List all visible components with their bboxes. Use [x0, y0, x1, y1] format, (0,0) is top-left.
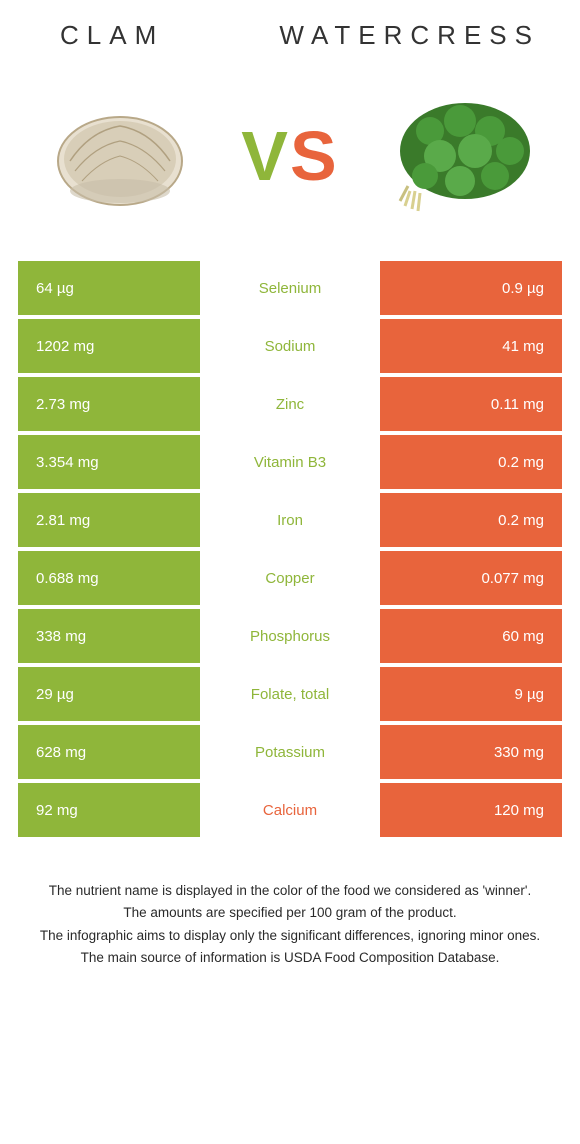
value-left: 1202 mg [18, 319, 200, 373]
title-right: Watercress [279, 20, 540, 51]
value-right: 330 mg [380, 725, 562, 779]
value-left: 3.354 mg [18, 435, 200, 489]
value-left: 0.688 mg [18, 551, 200, 605]
table-row: 64 µgSelenium0.9 µg [18, 261, 562, 315]
watercress-image [380, 91, 540, 221]
hero-row: VS [0, 61, 580, 261]
value-right: 0.2 mg [380, 493, 562, 547]
value-right: 41 mg [380, 319, 562, 373]
footnote-line: The main source of information is USDA F… [30, 948, 550, 968]
value-left: 92 mg [18, 783, 200, 837]
table-row: 2.81 mgIron0.2 mg [18, 493, 562, 547]
table-row: 338 mgPhosphorus60 mg [18, 609, 562, 663]
vs-label: VS [241, 116, 338, 196]
value-left: 29 µg [18, 667, 200, 721]
title-row: Clam Watercress [0, 0, 580, 61]
title-left: Clam [60, 20, 164, 51]
nutrient-name: Copper [200, 551, 380, 605]
nutrient-table: 64 µgSelenium0.9 µg1202 mgSodium41 mg2.7… [0, 261, 580, 837]
nutrient-name: Sodium [200, 319, 380, 373]
footnote-line: The nutrient name is displayed in the co… [30, 881, 550, 901]
nutrient-name: Iron [200, 493, 380, 547]
nutrient-name: Selenium [200, 261, 380, 315]
nutrient-name: Vitamin B3 [200, 435, 380, 489]
value-right: 120 mg [380, 783, 562, 837]
value-right: 0.077 mg [380, 551, 562, 605]
value-right: 0.11 mg [380, 377, 562, 431]
value-left: 338 mg [18, 609, 200, 663]
vs-v: V [241, 116, 290, 196]
nutrient-name: Phosphorus [200, 609, 380, 663]
value-left: 2.81 mg [18, 493, 200, 547]
vs-s: S [290, 116, 339, 196]
footnote-line: The infographic aims to display only the… [30, 926, 550, 946]
table-row: 0.688 mgCopper0.077 mg [18, 551, 562, 605]
value-right: 0.2 mg [380, 435, 562, 489]
nutrient-name: Folate, total [200, 667, 380, 721]
nutrient-name: Calcium [200, 783, 380, 837]
table-row: 29 µgFolate, total9 µg [18, 667, 562, 721]
nutrient-name: Zinc [200, 377, 380, 431]
value-right: 0.9 µg [380, 261, 562, 315]
table-row: 2.73 mgZinc0.11 mg [18, 377, 562, 431]
table-row: 1202 mgSodium41 mg [18, 319, 562, 373]
table-row: 628 mgPotassium330 mg [18, 725, 562, 779]
nutrient-name: Potassium [200, 725, 380, 779]
value-left: 628 mg [18, 725, 200, 779]
value-right: 60 mg [380, 609, 562, 663]
value-left: 2.73 mg [18, 377, 200, 431]
table-row: 92 mgCalcium120 mg [18, 783, 562, 837]
footnotes: The nutrient name is displayed in the co… [0, 841, 580, 968]
table-row: 3.354 mgVitamin B30.2 mg [18, 435, 562, 489]
value-left: 64 µg [18, 261, 200, 315]
value-right: 9 µg [380, 667, 562, 721]
clam-image [40, 91, 200, 221]
comparison-infographic: Clam Watercress VS [0, 0, 580, 968]
footnote-line: The amounts are specified per 100 gram o… [30, 903, 550, 923]
